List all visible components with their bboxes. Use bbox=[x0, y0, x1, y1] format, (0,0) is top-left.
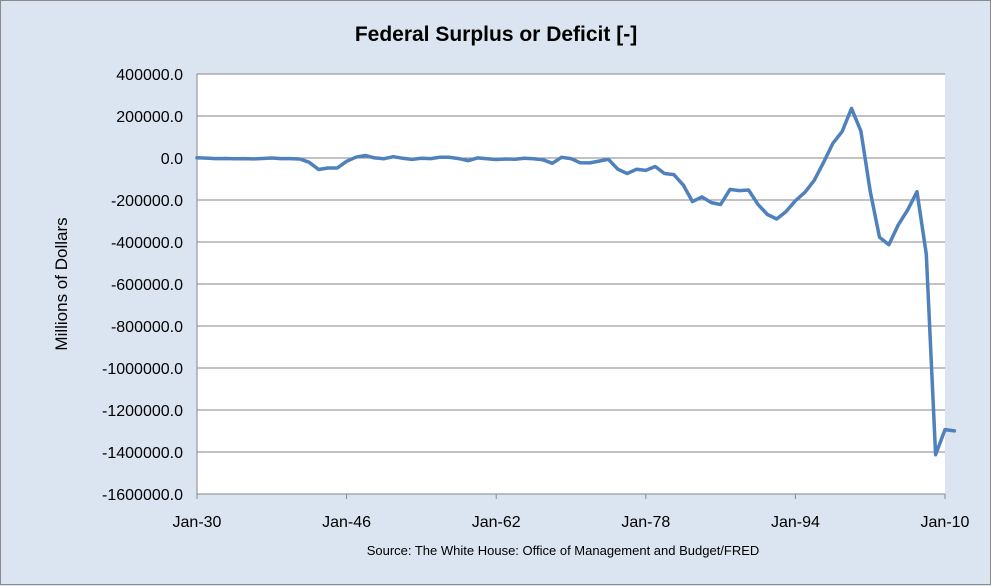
y-tick-label: -1600000.0 bbox=[102, 487, 183, 504]
y-tick-label: 400000.0 bbox=[116, 67, 183, 84]
axes bbox=[196, 74, 946, 499]
y-tick-label: -800000.0 bbox=[111, 319, 183, 336]
y-axis-label: Millions of Dollars bbox=[52, 217, 71, 350]
y-tick-label: 0.0 bbox=[161, 151, 183, 168]
y-tick-labels: 400000.0 200000.0 0.0 -200000.0 -400000.0 -60… bbox=[102, 67, 183, 504]
source-note: Source: The White House: Office of Manag… bbox=[367, 543, 760, 558]
chart-title: Federal Surplus or Deficit [-] bbox=[355, 23, 637, 46]
y-tick-label: -1400000.0 bbox=[102, 445, 183, 462]
y-tick-label: 200000.0 bbox=[116, 109, 183, 126]
x-tick-label: Jan-10 bbox=[921, 514, 970, 531]
x-tick-label: Jan-62 bbox=[472, 514, 521, 531]
y-tick-label: -400000.0 bbox=[111, 235, 183, 252]
series-line bbox=[195, 106, 957, 457]
x-tick-label: Jan-78 bbox=[621, 514, 670, 531]
x-tick-labels: Jan-30 Jan-46 Jan-62 Jan-78 Jan-94 Jan-10 bbox=[173, 514, 970, 531]
series-layer bbox=[195, 106, 957, 457]
x-tick-label: Jan-46 bbox=[322, 514, 371, 531]
y-tick-label: -1200000.0 bbox=[102, 403, 183, 420]
y-tick-label: -200000.0 bbox=[111, 193, 183, 210]
y-tick-label: -1000000.0 bbox=[102, 361, 183, 378]
y-tick-label: -600000.0 bbox=[111, 277, 183, 294]
x-tick-label: Jan-94 bbox=[771, 514, 820, 531]
x-tick-label: Jan-30 bbox=[173, 514, 222, 531]
